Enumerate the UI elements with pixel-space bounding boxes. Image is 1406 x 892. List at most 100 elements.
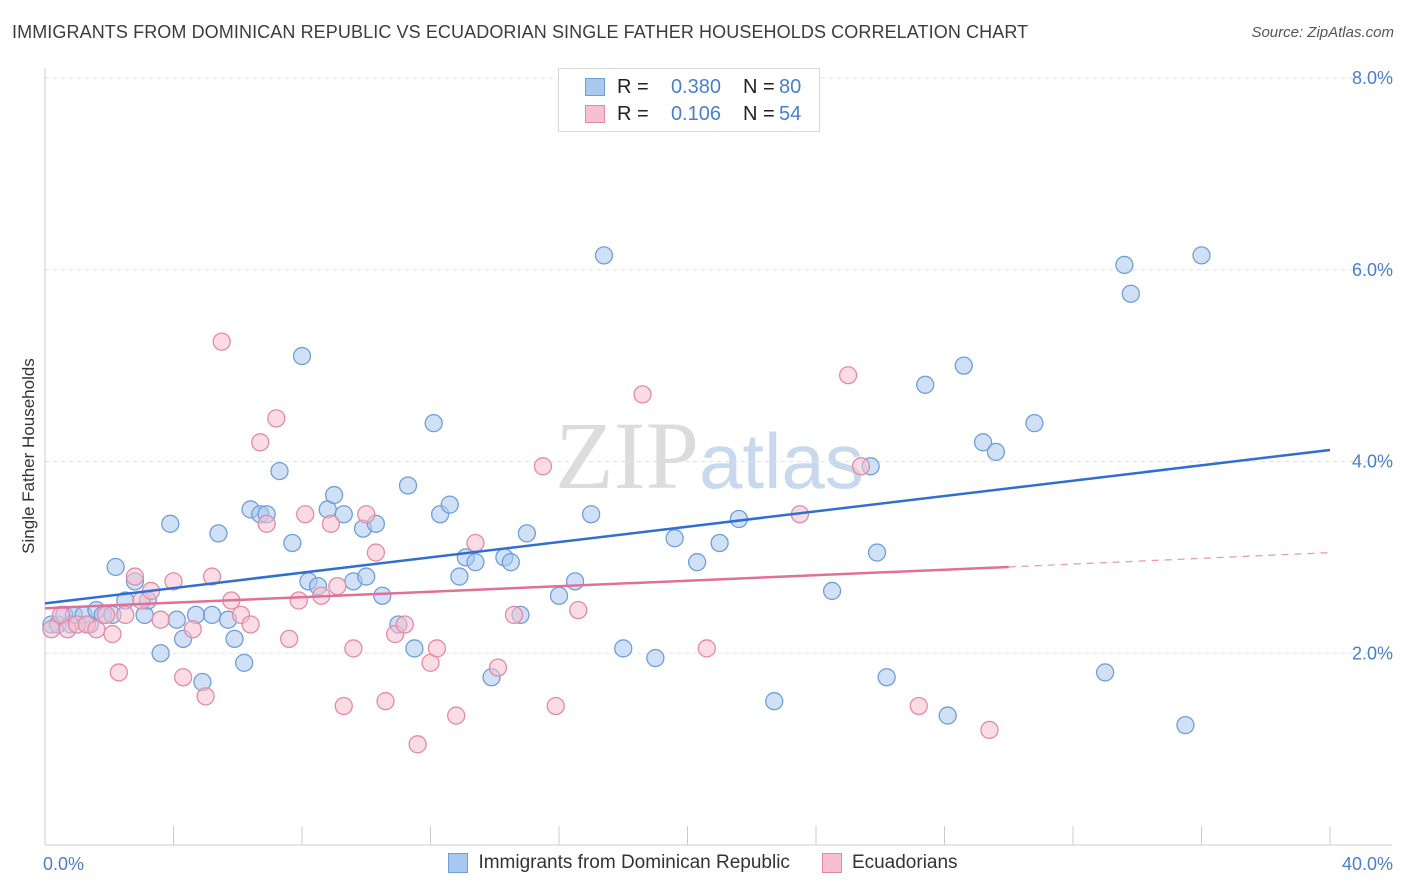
- data-points: [42, 246, 1211, 754]
- data-point: [103, 624, 122, 644]
- data-point: [546, 696, 565, 716]
- data-point: [366, 543, 386, 562]
- r-value: 0.106: [670, 102, 721, 125]
- data-point: [1115, 255, 1134, 275]
- legend-swatch-dominican: [585, 78, 605, 96]
- data-point: [533, 457, 553, 476]
- data-point: [161, 514, 180, 533]
- n-value: 54: [779, 102, 802, 125]
- data-point: [376, 692, 395, 711]
- data-point: [251, 433, 270, 452]
- data-point: [581, 505, 601, 524]
- legend-swatch-ecuadorian: [585, 105, 605, 123]
- r-label: R =: [617, 75, 649, 98]
- axis-labels: 2.0% 4.0% 6.0% 8.0% 0.0% 40.0% Single Father H…: [19, 68, 1393, 874]
- data-point: [125, 567, 145, 586]
- data-point: [565, 572, 585, 591]
- data-point: [267, 409, 286, 428]
- series-swatch-dominican: [448, 853, 469, 873]
- data-point: [594, 246, 614, 265]
- data-point: [838, 366, 858, 385]
- series-points-1: [42, 332, 999, 754]
- series-legend: Immigrants from Dominican Republic Ecuad…: [0, 852, 1406, 874]
- data-point: [909, 696, 928, 716]
- n-label: N =: [743, 102, 775, 125]
- data-point: [504, 605, 524, 625]
- data-point: [614, 639, 633, 658]
- data-point: [405, 639, 424, 658]
- r-value: 0.380: [670, 75, 721, 98]
- y-tick-label: 6.0%: [1352, 260, 1393, 280]
- data-point: [87, 620, 106, 639]
- data-point: [328, 576, 347, 596]
- data-point: [1025, 413, 1044, 433]
- data-point: [151, 610, 170, 629]
- trend-line: [44, 448, 1331, 605]
- data-point: [633, 385, 652, 404]
- data-point: [466, 533, 485, 553]
- data-point: [202, 567, 222, 586]
- data-point: [357, 505, 376, 524]
- data-point: [42, 620, 61, 639]
- data-point: [257, 514, 276, 533]
- data-point: [980, 720, 999, 740]
- axes: [44, 68, 1392, 846]
- data-point: [867, 543, 887, 562]
- data-point: [395, 615, 414, 634]
- data-point: [440, 495, 459, 514]
- data-point: [292, 346, 312, 366]
- data-point: [96, 605, 116, 625]
- n-label: N =: [743, 75, 775, 98]
- data-point: [183, 620, 202, 639]
- data-point: [877, 668, 896, 687]
- data-point: [697, 639, 716, 658]
- data-point: [398, 476, 418, 495]
- data-point: [209, 524, 228, 543]
- data-point: [241, 615, 260, 634]
- trend-line-extension: [1008, 551, 1331, 568]
- trend-lines: [44, 448, 1331, 610]
- data-point: [973, 433, 993, 452]
- series-swatch-ecuadorian: [821, 853, 842, 873]
- data-point: [296, 505, 315, 524]
- correlation-legend: R = 0.380 N = 80 R = 0.106 N = 54: [558, 68, 820, 132]
- data-point: [334, 505, 353, 524]
- watermark: ZIPatlas: [555, 400, 864, 511]
- trend-line: [44, 565, 1009, 610]
- data-point: [822, 581, 842, 601]
- data-point: [1095, 663, 1115, 682]
- data-point: [687, 553, 707, 572]
- series-legend-item-ecuadorian[interactable]: Ecuadorians: [821, 852, 958, 874]
- series-points-0: [42, 246, 1211, 735]
- data-point: [938, 706, 957, 725]
- data-point: [151, 644, 170, 663]
- data-point: [289, 591, 308, 610]
- x-tick-label: 40.0%: [1342, 854, 1393, 874]
- data-point: [501, 553, 520, 572]
- data-point: [450, 567, 469, 586]
- data-point: [466, 553, 485, 572]
- grid-lines: [45, 77, 1392, 654]
- series-legend-item-dominican[interactable]: Immigrants from Dominican Republic: [448, 852, 790, 874]
- y-axis-title: Single Father Households: [19, 358, 38, 554]
- x-tick-label: 0.0%: [43, 854, 84, 874]
- data-point: [916, 375, 935, 394]
- y-tick-label: 4.0%: [1352, 452, 1393, 472]
- series-label-dominican: Immigrants from Dominican Republic: [478, 852, 790, 873]
- data-point: [765, 692, 784, 711]
- data-point: [986, 442, 1006, 462]
- data-point: [665, 529, 684, 548]
- data-point: [424, 413, 443, 433]
- data-point: [517, 524, 537, 543]
- chart-title: IMMIGRANTS FROM DOMINICAN REPUBLIC VS EC…: [12, 22, 1029, 42]
- data-point: [324, 485, 344, 505]
- data-point: [109, 663, 129, 682]
- data-point: [321, 514, 341, 533]
- data-point: [270, 461, 289, 481]
- data-point: [1121, 284, 1140, 303]
- data-point: [106, 557, 125, 577]
- data-point: [344, 639, 363, 658]
- data-point: [1192, 246, 1211, 265]
- data-point: [279, 629, 299, 649]
